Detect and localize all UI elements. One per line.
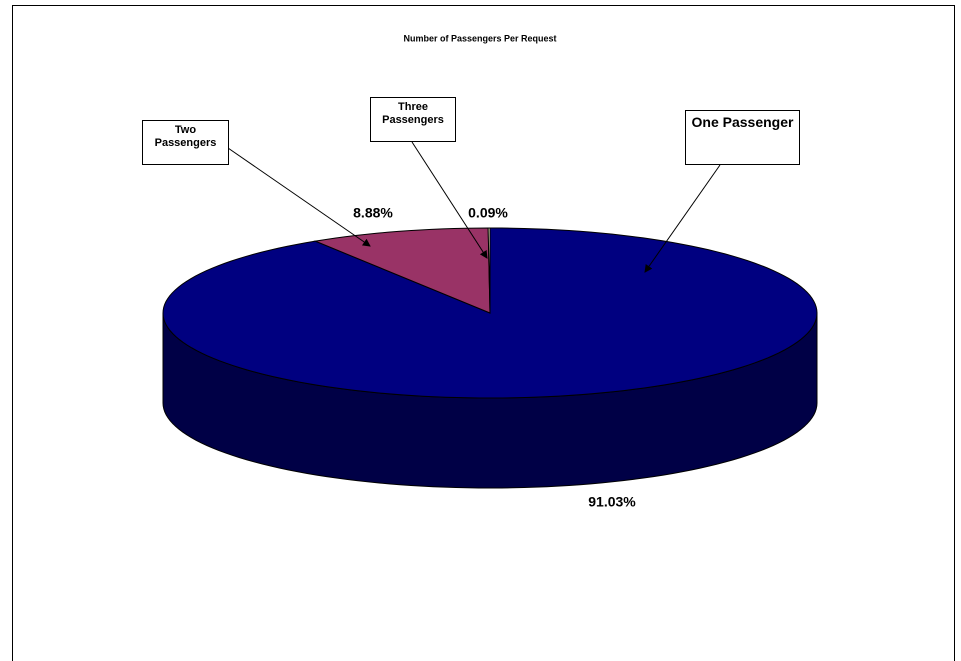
- slice: [487, 227, 491, 314]
- value-label: 8.88%: [353, 205, 393, 221]
- chart-frame: [12, 5, 955, 661]
- callout-arrow: [227, 147, 371, 247]
- callout-arrow: [411, 141, 488, 259]
- value-label: 91.03%: [588, 494, 636, 510]
- chart-title: Number of Passengers Per Request: [403, 33, 556, 43]
- category-label: Two Passengers: [142, 120, 229, 165]
- category-label: One Passenger: [685, 110, 800, 165]
- value-label: 0.09%: [468, 205, 508, 221]
- callout-arrow: [644, 164, 721, 273]
- slice: [313, 227, 491, 314]
- category-label: Three Passengers: [370, 97, 456, 142]
